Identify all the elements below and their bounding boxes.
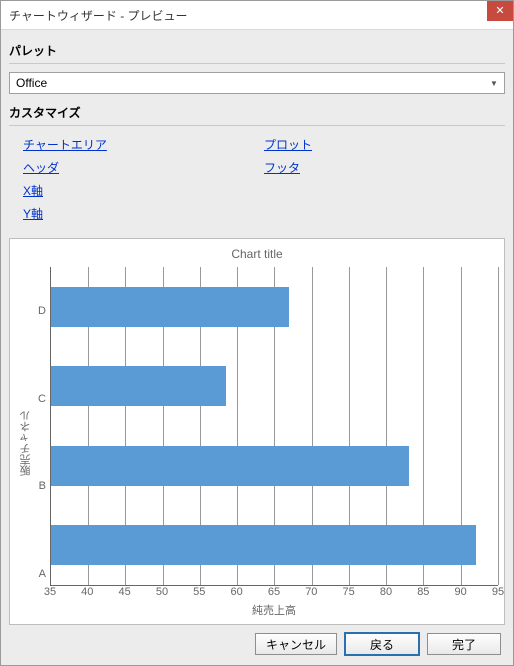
window-body: パレット Office ▼ カスタマイズ チャートエリア ヘッダ X軸 Y軸 プ… — [1, 30, 513, 665]
link-col-left: チャートエリア ヘッダ X軸 Y軸 — [23, 136, 264, 222]
chart-title: Chart title — [16, 247, 498, 261]
close-icon: ✕ — [495, 6, 504, 17]
x-tick: 50 — [156, 586, 168, 598]
button-row: キャンセル 戻る 完了 — [9, 625, 505, 659]
x-tick: 80 — [380, 586, 392, 598]
palette-section-title: パレット — [9, 42, 505, 59]
x-tick: 85 — [417, 586, 429, 598]
chart-wrap: Chart title 販売チャネル D C B A 35 40 45 50 55 60 65 70… — [16, 245, 498, 618]
link-y-axis[interactable]: Y軸 — [23, 205, 43, 222]
x-tick: 95 — [492, 586, 504, 598]
x-tick: 70 — [305, 586, 317, 598]
link-chart-area[interactable]: チャートエリア — [23, 136, 107, 153]
link-x-axis[interactable]: X軸 — [23, 182, 43, 199]
bar — [51, 287, 289, 327]
link-footer[interactable]: フッタ — [264, 159, 300, 176]
x-tick-labels: 35404550556065707580859095 — [50, 586, 498, 600]
x-tick: 65 — [268, 586, 280, 598]
link-plot[interactable]: プロット — [264, 136, 312, 153]
chart-row: 販売チャネル DCBA 35404550556065707580859095 純… — [16, 267, 498, 618]
plot-area — [50, 267, 498, 586]
titlebar: チャートウィザード - プレビュー ✕ — [1, 1, 513, 30]
y-tick: B — [38, 480, 46, 492]
divider — [9, 125, 505, 126]
back-button[interactable]: 戻る — [345, 633, 419, 655]
x-tick: 45 — [119, 586, 131, 598]
divider — [9, 63, 505, 64]
finish-button[interactable]: 完了 — [427, 633, 501, 655]
customize-links: チャートエリア ヘッダ X軸 Y軸 プロット フッタ — [9, 134, 505, 228]
customize-section-title: カスタマイズ — [9, 104, 505, 121]
x-tick: 55 — [193, 586, 205, 598]
cancel-button[interactable]: キャンセル — [255, 633, 337, 655]
x-tick: 60 — [231, 586, 243, 598]
x-tick: 90 — [455, 586, 467, 598]
plot-column: 35404550556065707580859095 純売上高 — [50, 267, 498, 618]
link-header[interactable]: ヘッダ — [23, 159, 59, 176]
x-tick: 75 — [343, 586, 355, 598]
window-title: チャートウィザード - プレビュー — [9, 7, 188, 24]
chart-preview: Chart title 販売チャネル D C B A 35 40 45 50 55 60 65 70… — [9, 238, 505, 625]
bar — [51, 446, 409, 486]
x-tick: 40 — [81, 586, 93, 598]
wizard-window: チャートウィザード - プレビュー ✕ パレット Office ▼ カスタマイズ… — [0, 0, 514, 666]
y-axis-title: 販売チャネル — [16, 410, 36, 476]
x-tick: 35 — [44, 586, 56, 598]
y-tick-labels: D C B A — [36, 267, 50, 618]
gridline — [498, 267, 499, 585]
link-col-right: プロット フッタ — [264, 136, 505, 222]
y-tick: C — [38, 393, 46, 405]
palette-selected-value: Office — [16, 76, 47, 90]
bar — [51, 366, 226, 406]
bar — [51, 525, 476, 565]
close-button[interactable]: ✕ — [487, 1, 513, 21]
x-axis-title: 純売上高 — [50, 602, 498, 618]
y-tick: A — [38, 568, 46, 580]
chevron-down-icon: ▼ — [486, 75, 502, 91]
y-tick: D — [38, 305, 46, 317]
palette-select[interactable]: Office ▼ — [9, 72, 505, 94]
